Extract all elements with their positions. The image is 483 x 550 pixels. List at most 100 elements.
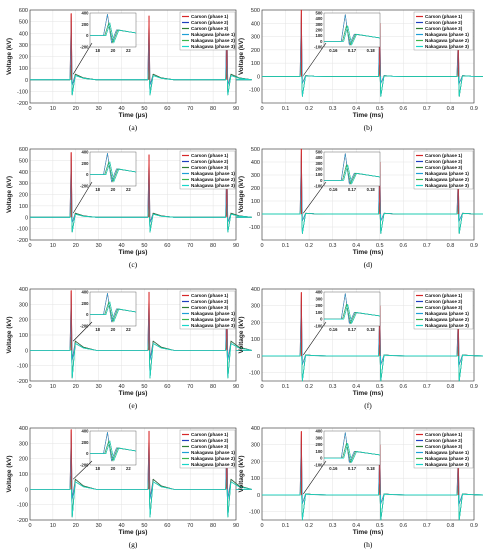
x-tick-label: 0.5: [376, 106, 384, 112]
inset-y-tick: 500: [316, 11, 324, 16]
x-tick-label: 0.1: [282, 243, 290, 249]
y-tick-label: 100: [251, 476, 260, 482]
inset-y-tick: 200: [82, 22, 90, 27]
legend-box: [413, 150, 474, 190]
subplot-caption: (c): [129, 260, 138, 269]
x-tick-label: 10: [50, 243, 56, 249]
y-tick-label: 200: [19, 457, 28, 463]
x-tick-label: 30: [96, 523, 102, 529]
series-line-carson-phase-2: [262, 199, 483, 234]
series-line-carson-phase-3: [262, 61, 483, 97]
inset-y-tick: 200: [82, 161, 90, 166]
x-tick-label: 70: [187, 243, 193, 249]
series-line-nakagawa-phase-3: [30, 475, 252, 518]
y-tick-label: 300: [251, 443, 260, 449]
inset-y-tick: 200: [82, 440, 90, 445]
y-tick-label: -200: [17, 379, 28, 385]
y-tick-label: 500: [251, 8, 260, 14]
inset-series-line: [90, 22, 137, 44]
series-line-carson-phase-2: [262, 61, 483, 97]
inset-x-tick: 18: [95, 187, 100, 192]
subplot-g: 0 10 20 30 40 50 60 70 80 90-200-1000100200300400…: [6, 426, 252, 549]
x-tick-label: 10: [50, 523, 56, 529]
y-tick-label: 0: [25, 78, 28, 84]
inset-x-tick: 0.18: [367, 187, 376, 192]
series-line-nakagawa-phase-3: [30, 64, 252, 96]
legend: Carson (phase 1)Carson (phase 2)Carson (…: [413, 429, 474, 469]
inset-x-tick: 20: [111, 466, 116, 471]
inset-y-tick: 400: [316, 155, 324, 160]
x-tick-label: 0.2: [305, 106, 313, 112]
legend-label: Carson (phase 3): [425, 165, 463, 170]
x-axis-label: Time (μs): [119, 249, 148, 256]
inset-y-tick: 400: [82, 11, 90, 16]
y-tick-label: 200: [19, 318, 28, 324]
y-tick-label: 200: [251, 320, 260, 326]
y-tick-label: 600: [19, 147, 28, 153]
legend-label: Carson (phase 1): [191, 432, 229, 437]
x-tick-label: 0: [260, 106, 263, 112]
legend: Carson (phase 1)Carson (phase 2)Carson (…: [179, 290, 235, 330]
legend: Carson (phase 1)Carson (phase 2)Carson (…: [413, 11, 474, 51]
legend-label: Nakagawa (phase 3): [425, 183, 469, 188]
legend: Carson (phase 1)Carson (phase 2)Carson (…: [179, 11, 235, 51]
inset-pointer-arrow: [72, 181, 93, 214]
x-tick-label: 0.7: [423, 523, 431, 529]
legend-label: Nakagawa (phase 2): [425, 317, 469, 322]
legend-label: Nakagawa (phase 1): [191, 32, 235, 37]
inset-y-tick: 200: [82, 301, 90, 306]
x-tick-label: 50: [141, 384, 147, 390]
legend-label: Carson (phase 1): [425, 14, 463, 19]
legend-label: Nakagawa (phase 2): [191, 317, 235, 322]
x-tick-label: 30: [96, 243, 102, 249]
inset-x-tick: 0.16: [329, 466, 338, 471]
legend-label: Carson (phase 3): [191, 305, 229, 310]
y-tick-label: 200: [19, 55, 28, 61]
inset-y-tick: -200: [80, 463, 89, 468]
subplot-h: 0 0.1 0.2 0.3 0.4 0.5 0.6 0.7 0.8 0.9 -100 0 100 200 3…: [238, 426, 483, 549]
x-tick-label: 20: [73, 243, 79, 249]
inset-pointer-arrow: [72, 460, 93, 480]
x-tick-label: 50: [141, 523, 147, 529]
y-tick-label: 0: [257, 493, 260, 499]
legend: Carson (phase 1)Carson (phase 2)Carson (…: [413, 290, 474, 330]
x-tick-label: 0.4: [352, 106, 360, 112]
legend: Carson (phase 1)Carson (phase 2)Carson (…: [179, 150, 235, 190]
series-line-nakagawa-phase-3: [30, 336, 252, 379]
inset-series-line: [90, 161, 137, 183]
legend-label: Carson (phase 2): [425, 159, 463, 164]
legend-label: Carson (phase 1): [425, 432, 463, 437]
y-tick-label: 300: [251, 35, 260, 41]
inset-x-tick: 20: [111, 327, 116, 332]
inset-y-tick: 0: [320, 39, 323, 44]
inset-series-line: [324, 164, 381, 185]
inset-pointer-arrow: [72, 42, 93, 75]
inset-y-tick: 400: [82, 429, 90, 434]
inset-y-tick: 0: [320, 317, 323, 322]
x-tick-label: 90: [233, 106, 239, 112]
y-tick-label: 0: [25, 215, 28, 221]
inset-y-tick: 100: [316, 33, 324, 38]
x-tick-label: 0.9: [470, 106, 478, 112]
subplot-b: 0 0.1 0.2 0.3 0.4 0.5 0.6 0.7 0.8 0.9-10001002003…: [238, 8, 483, 132]
legend: Carson (phase 1)Carson (phase 2)Carson (…: [179, 429, 235, 469]
inset-series-line: [90, 440, 137, 462]
legend-label: Carson (phase 1): [191, 14, 229, 19]
x-tick-label: 0.9: [470, 384, 478, 390]
inset-x-tick: 22: [126, 48, 131, 53]
legend-label: Nakagawa (phase 1): [425, 450, 469, 455]
y-tick-label: 100: [19, 333, 28, 339]
legend-label: Nakagawa (phase 2): [191, 38, 235, 43]
legend-label: Carson (phase 3): [425, 305, 463, 310]
y-tick-label: 300: [251, 304, 260, 310]
x-tick-label: 60: [164, 384, 170, 390]
legend-box: [413, 429, 474, 469]
inset-y-tick: 200: [316, 303, 324, 308]
x-tick-label: 0.5: [376, 384, 384, 390]
series-line-nakagawa-phase-3: [262, 199, 483, 234]
y-tick-label: 500: [19, 158, 28, 164]
y-tick-label: 100: [19, 204, 28, 210]
inset-y-tick: -100: [314, 324, 323, 329]
